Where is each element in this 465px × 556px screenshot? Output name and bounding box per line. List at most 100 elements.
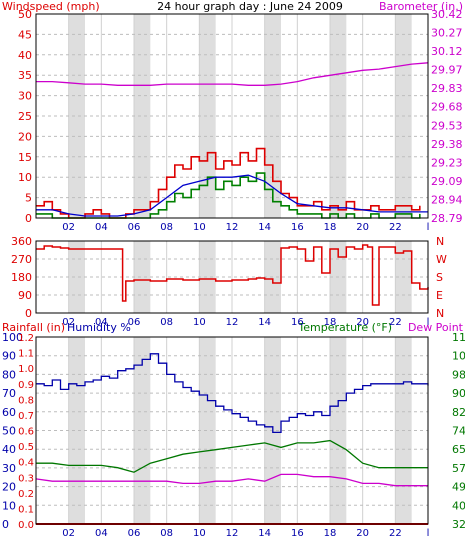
chart3-series-line-humidity-	[36, 353, 429, 434]
chart2-hour-band	[199, 241, 216, 313]
chart1-left-tick-label: 40	[18, 49, 32, 62]
chart2-right-tick-label: N	[436, 307, 444, 320]
chart1-x-tick-label: l	[427, 222, 430, 233]
chart3-x-tick-label: 02	[62, 528, 75, 539]
chart1-hour-band	[68, 14, 85, 218]
chart3-x-tick-label: 14	[258, 528, 271, 539]
chart3-temperature-label: Temperature (°F)	[297, 321, 392, 334]
chart1-right-tick-label: 29.53	[431, 119, 463, 132]
chart3-hour-band	[362, 337, 379, 524]
chart1-left-tick-label: 35	[18, 69, 32, 82]
chart3-x-tick-label: 22	[389, 528, 402, 539]
chart3-temperature-tick-label: 74	[452, 425, 465, 438]
chart1-series-line-average	[36, 174, 428, 217]
chart2-right-tick-label: N	[436, 235, 444, 248]
chart3-rain-tick-label: 0.4	[18, 458, 34, 469]
chart2-x-tick-label: 06	[128, 317, 141, 328]
chart1-title: 24 hour graph day : June 24 2009	[157, 0, 343, 13]
chart1-right-tick-label: 30.12	[431, 45, 463, 58]
chart3-humidity-tick-label: 70	[2, 387, 16, 400]
chart1-hour-band	[134, 14, 151, 218]
chart1-x-tick-label: 08	[160, 222, 173, 233]
chart1-x-tick-label: 16	[291, 222, 304, 233]
chart2-x-tick-label: 10	[193, 317, 206, 328]
chart2-x-tick-label: 12	[226, 317, 239, 328]
chart1-left-tick-label: 25	[18, 110, 32, 123]
chart1-right-tick-label: 29.38	[431, 138, 463, 151]
chart3-humidity-tick-label: 30	[2, 462, 16, 475]
chart3-temperature-tick-label: 32	[452, 518, 465, 531]
chart3-x-tick-label: 06	[128, 528, 141, 539]
chart3-rain-tick-label: 1.0	[18, 364, 34, 375]
chart3-x-tick-label: 18	[324, 528, 337, 539]
chart2-x-tick-label: 20	[356, 317, 369, 328]
chart1-x-tick-label: 14	[258, 222, 271, 233]
chart1-left-tick-label: 45	[18, 28, 32, 41]
chart3-series-line-dew-point	[35, 473, 428, 487]
chart1-left-tick-label: 30	[18, 90, 32, 103]
chart1-series-line-barometer-in-	[36, 62, 429, 86]
chart3-rain-tick-label: 0.5	[18, 442, 34, 453]
chart2-x-tick-label: 14	[258, 317, 271, 328]
chart2-right-tick-label: E	[436, 289, 443, 302]
chart3-x-tick-label: 20	[356, 528, 369, 539]
chart2-right-tick-label: S	[436, 271, 443, 284]
chart3-hour-band	[134, 337, 151, 524]
chart3-humidity-tick-label: 80	[2, 368, 16, 381]
chart1-right-tick-label: 28.79	[431, 212, 463, 225]
chart1-x-tick-label: 06	[128, 222, 141, 233]
chart3-temperature-tick-label: 107	[452, 350, 465, 363]
chart3-rain-tick-label: 1.1	[18, 349, 34, 360]
chart3-rain-label: Rainfall (in)	[2, 321, 65, 334]
chart2-border	[35, 240, 429, 314]
chart3-temperature-tick-label: 98	[452, 368, 465, 381]
chart3-humidity-tick-label: 60	[2, 406, 16, 419]
chart3-humidity-tick-label: 0	[2, 518, 9, 531]
chart3-humidity-tick-label: 50	[2, 425, 16, 438]
chart3-humidity-tick-label: 20	[2, 481, 16, 494]
chart1-series-line-windspeed-mph-	[36, 147, 421, 219]
chart2-left-tick-label: 180	[11, 271, 32, 284]
chart3-x-tick-label: 16	[291, 528, 304, 539]
chart2-hour-band	[362, 241, 379, 313]
chart1-right-axis-label: Barometer (in.)	[379, 0, 463, 13]
chart3-series-line-temperature-f-	[36, 439, 428, 473]
chart1-left-axis-label: Windspeed (mph)	[2, 0, 100, 13]
chart1-left-tick-label: 50	[18, 8, 32, 21]
chart3-temperature-tick-label: 49	[452, 481, 465, 494]
chart1-right-tick-label: 29.23	[431, 156, 463, 169]
chart1-hour-band	[362, 14, 379, 218]
chart2-x-tick-label: 18	[324, 317, 337, 328]
chart1-x-tick-label: 18	[324, 222, 337, 233]
chart1-hour-band	[199, 14, 216, 218]
chart3-hour-band	[199, 337, 216, 524]
chart1-hour-band	[297, 14, 314, 218]
chart1-left-tick-label: 20	[18, 130, 32, 143]
chart3-rain-tick-label: 0.8	[18, 395, 34, 406]
chart1-right-tick-label: 29.09	[431, 175, 463, 188]
chart3-humidity-tick-label: 40	[2, 443, 16, 456]
chart1-left-tick-label: 5	[25, 192, 32, 205]
chart3-humidity-tick-label: 90	[2, 350, 16, 363]
chart3-hour-band	[297, 337, 314, 524]
chart2-left-tick-label: 90	[18, 289, 32, 302]
chart3-temperature-tick-label: 90	[452, 387, 465, 400]
chart1-x-tick-label: 22	[389, 222, 402, 233]
chart3-temperature-tick-label: 115	[452, 331, 465, 344]
chart2-x-tick-label: 22	[389, 317, 402, 328]
chart1-left-tick-label: 0	[25, 212, 32, 225]
chart2-hour-band	[134, 241, 151, 313]
chart1-x-tick-label: 10	[193, 222, 206, 233]
chart3-x-tick-label: 04	[95, 528, 108, 539]
chart3-humidity-tick-label: 100	[2, 331, 23, 344]
chart1-right-tick-label: 29.68	[431, 101, 463, 114]
chart2-x-tick-label: 02	[62, 317, 75, 328]
chart3-rain-tick-label: 0.0	[18, 520, 34, 531]
chart3-x-tick-label: 10	[193, 528, 206, 539]
chart3-hour-band	[68, 337, 85, 524]
chart3-border	[35, 336, 429, 525]
chart3-temperature-tick-label: 65	[452, 443, 465, 456]
chart3-rain-tick-label: 0.3	[18, 473, 34, 484]
